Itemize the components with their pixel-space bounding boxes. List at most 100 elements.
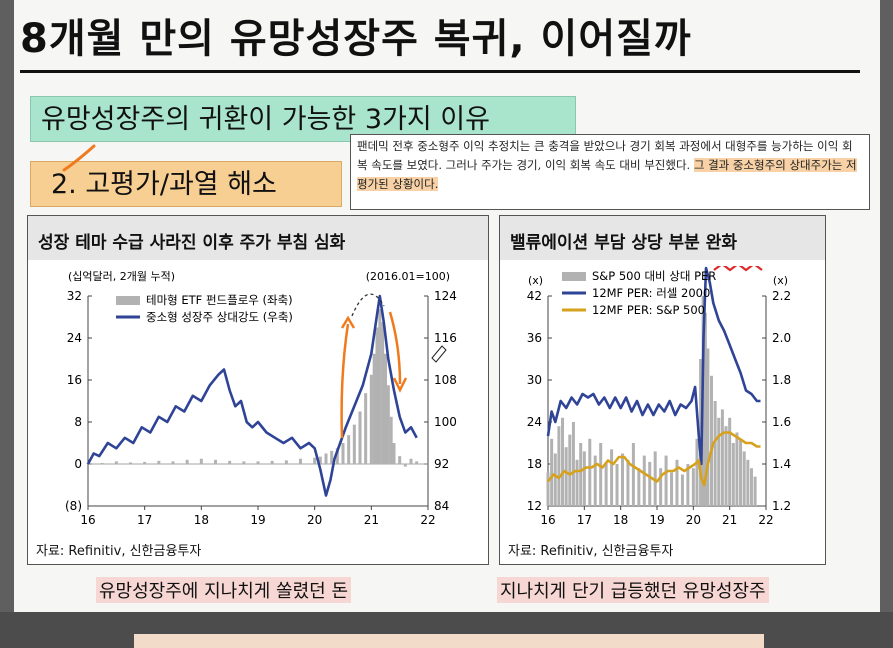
bar-mark (546, 472, 550, 506)
left-chart-title: 성장 테마 수급 사라진 이후 주가 부침 심화 (38, 233, 346, 253)
right-tick-label: 116 (434, 331, 457, 345)
left-chart-panel: 성장 테마 수급 사라진 이후 주가 부침 심화 (십억달러, 2개월 누적) (… (27, 215, 489, 565)
right-tick-label: 1.4 (772, 457, 791, 471)
bar-mark (129, 462, 132, 464)
right-caption: 지나치게 단기 급등했던 유망성장주 (497, 577, 769, 603)
bar-mark (739, 438, 743, 506)
orange-up-arrow (340, 323, 350, 439)
reason-highlight: 2. 고평가/과열 해소 (30, 161, 342, 207)
bar-mark (686, 464, 690, 506)
bar-mark (620, 453, 624, 506)
bar-mark (593, 455, 597, 506)
left-tick-label: 24 (67, 331, 82, 345)
orange-down-arrowhead (392, 377, 408, 393)
bar-mark (550, 438, 554, 506)
right-tick-label: 124 (434, 289, 457, 303)
x-tick-label: 20 (307, 513, 322, 527)
bottom-strip (0, 612, 893, 648)
bar-mark (256, 461, 260, 464)
bar-mark (680, 474, 684, 506)
bar-mark (742, 451, 746, 506)
right-chart-source: 자료: Refinitiv, 신한금융투자 (508, 544, 674, 559)
x-tick-label: 16 (80, 513, 95, 527)
bar-mark (706, 348, 710, 506)
bar-mark (599, 443, 603, 506)
legend-label: 12MF PER: 러셀 2000 (592, 286, 710, 300)
bar-mark (171, 461, 175, 464)
right-tick-label: 2.2 (772, 289, 791, 303)
right-tick-label: 108 (434, 373, 457, 387)
right-tick-label: 1.8 (772, 373, 791, 387)
next-slide-peek (134, 634, 764, 648)
bar-mark (347, 435, 351, 464)
left-unit-label: (x) (528, 274, 543, 287)
bar-mark (675, 459, 679, 506)
bar-mark (100, 462, 104, 464)
left-tick-label: 16 (67, 373, 82, 387)
left-chart-source: 자료: Refinitiv, 신한금융투자 (36, 544, 202, 559)
bar-mark (553, 453, 557, 506)
x-tick-label: 19 (649, 513, 664, 527)
bar-mark (335, 448, 339, 464)
legend-swatch-bar (116, 296, 140, 305)
bar-mark (670, 472, 674, 506)
bar-mark (713, 401, 717, 506)
bar-mark (582, 451, 586, 506)
red-squiggle (713, 266, 763, 272)
x-tick-label: 22 (420, 513, 435, 527)
bar-mark (270, 460, 274, 464)
series-line (546, 431, 761, 487)
left-tick-label: 30 (527, 373, 542, 387)
bar-mark (199, 458, 203, 464)
bar-mark (284, 460, 288, 464)
orange-up-arrowhead (340, 315, 356, 329)
bar-mark (710, 375, 713, 506)
bar-mark (392, 443, 396, 464)
left-tick-label: 18 (527, 457, 542, 471)
series-line (546, 266, 761, 466)
bar-mark (579, 443, 583, 506)
x-tick-label: 18 (613, 513, 628, 527)
x-tick-label: 22 (758, 513, 773, 527)
pencil-icon (431, 345, 447, 363)
x-tick-label: 21 (722, 513, 737, 527)
left-unit-label: (십억달러, 2개월 누적) (68, 270, 175, 283)
bar-mark (731, 443, 735, 506)
bar-mark (720, 409, 724, 506)
bar-mark (653, 451, 657, 506)
right-tick-label: 100 (434, 415, 457, 429)
bar-mark (352, 424, 356, 464)
bar-mark (381, 322, 385, 464)
bar-mark (631, 443, 635, 506)
series-line (86, 294, 418, 497)
right-chart: (x) (x) 12 18 24 30 36 42 1.2 1.4 1.6 1.8 2.0 2.2 16 17… (527, 266, 791, 527)
bar-mark (372, 353, 376, 464)
right-unit-label: (2016.01=100) (366, 270, 450, 283)
title-underline (20, 70, 860, 73)
bar-mark (648, 461, 652, 506)
bar-mark (143, 461, 147, 464)
bar-mark (403, 464, 407, 467)
bar-mark (575, 459, 579, 506)
left-tick-label: 24 (527, 415, 542, 429)
bar-mark (615, 464, 619, 506)
bar-mark (561, 417, 565, 506)
legend-label: 12MF PER: S&P 500 (592, 303, 705, 317)
bar-mark (691, 468, 695, 506)
right-chart-header: 밸류에이션 부담 상당 부분 완화 (500, 216, 825, 260)
bar-mark (728, 417, 732, 506)
bar-mark (318, 456, 322, 464)
bar-mark (717, 417, 721, 506)
bar-mark (415, 461, 419, 464)
bar-mark (703, 312, 707, 506)
main-highlight: 유망성장주의 귀환이 가능한 3가지 이유 (30, 96, 576, 142)
bar-mark (753, 476, 757, 506)
bar-mark (664, 455, 668, 506)
legend-swatch-bar (562, 272, 586, 281)
bar-mark (557, 426, 561, 506)
bar-mark (626, 459, 630, 506)
left-chart-header: 성장 테마 수급 사라진 이후 주가 부침 심화 (28, 216, 488, 260)
x-tick-label: 17 (577, 513, 592, 527)
x-tick-label: 21 (364, 513, 379, 527)
left-chart: (십억달러, 2개월 누적) (2016.01=100) (8) 0 8 16 24 32 84… (65, 270, 457, 527)
